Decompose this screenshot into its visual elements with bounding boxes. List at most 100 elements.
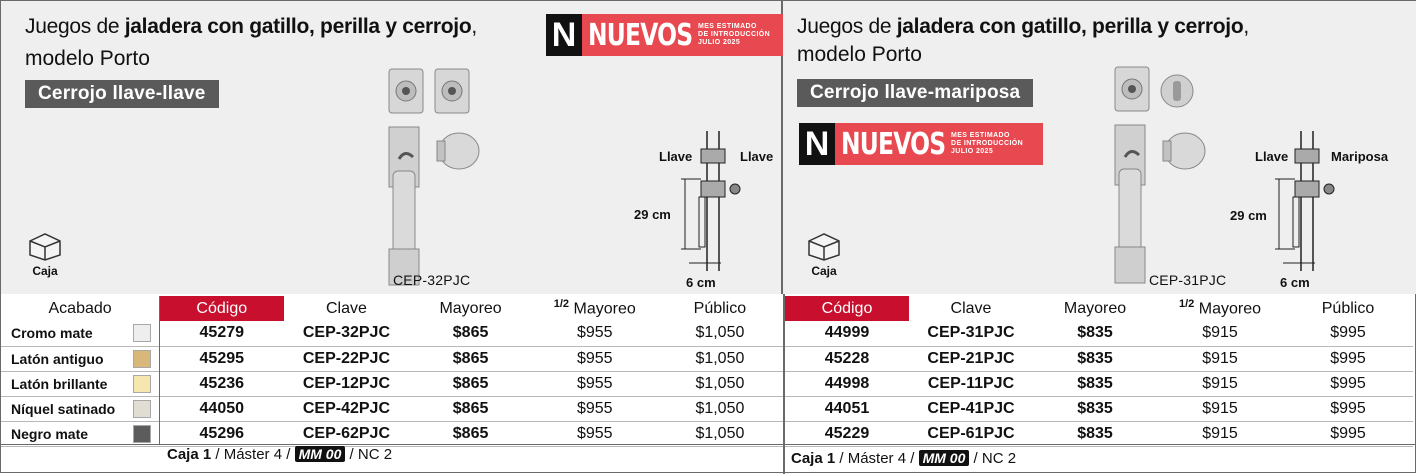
publico-cell: $995 bbox=[1283, 346, 1413, 372]
badge-text: MES ESTIMADO DE INTRODUCCIÓN JULIO 2025 bbox=[951, 132, 1037, 156]
publico-cell: $995 bbox=[1283, 371, 1413, 397]
clave-cell: CEP-61PJC bbox=[909, 421, 1033, 447]
table-row: 44998 CEP-11PJC $835 $915 $995 bbox=[785, 371, 1413, 397]
caja-box-icon bbox=[29, 233, 61, 261]
title-suffix: , bbox=[471, 15, 477, 38]
box-icon: Caja bbox=[20, 231, 70, 278]
medio-mayoreo-cell: $915 bbox=[1157, 346, 1283, 372]
publico-cell: $1,050 bbox=[656, 421, 783, 447]
finish-name: Cromo mate bbox=[11, 325, 93, 342]
medio-mayoreo-cell: $955 bbox=[532, 346, 657, 372]
finish-name: Negro mate bbox=[11, 425, 89, 442]
medio-mayoreo-cell: $915 bbox=[1157, 321, 1283, 347]
table-row: Latón brillante 45236 CEP-12PJC $865 $955 $1,… bbox=[1, 371, 783, 397]
badge-line: MES ESTIMADO bbox=[951, 132, 1010, 139]
finish-swatch bbox=[133, 374, 152, 393]
col-clave: Clave bbox=[325, 299, 367, 317]
medio-mayoreo-cell: $955 bbox=[532, 371, 657, 397]
publico-cell: $995 bbox=[1283, 421, 1413, 447]
product-subtitle: modelo Porto bbox=[797, 43, 922, 66]
publico-cell: $995 bbox=[1283, 396, 1413, 422]
finish-cell: Latón antiguo bbox=[1, 346, 160, 372]
clave-cell: CEP-21PJC bbox=[909, 346, 1033, 372]
dim-right-label: Llave bbox=[740, 149, 774, 164]
product-title: Juegos de jaladera con gatillo, perilla … bbox=[797, 13, 1249, 40]
badge-text: MES ESTIMADO DE INTRODUCCIÓN JULIO 2025 bbox=[698, 23, 784, 47]
mayoreo-cell: $865 bbox=[408, 421, 533, 447]
col-codigo: Código bbox=[785, 296, 909, 321]
clave-cell: CEP-41PJC bbox=[909, 396, 1033, 422]
dim-right-label: Mariposa bbox=[1331, 149, 1389, 164]
footer-mm-badge: MM 00 bbox=[294, 446, 346, 462]
title-prefix: Juegos de bbox=[25, 15, 125, 38]
dim-height: 29 cm bbox=[1230, 208, 1267, 223]
dim-width: 6 cm bbox=[686, 275, 716, 290]
dim-width: 6 cm bbox=[1280, 275, 1310, 290]
badge-letter: N bbox=[546, 14, 582, 56]
half-label: Mayoreo bbox=[573, 300, 636, 318]
right-product-panel: Juegos de jaladera con gatillo, perilla … bbox=[783, 1, 1416, 294]
mayoreo-cell: $835 bbox=[1033, 396, 1157, 422]
footer-nc: / NC 2 bbox=[969, 450, 1017, 467]
codigo-cell: 45229 bbox=[785, 421, 909, 447]
dim-left-label: Llave bbox=[659, 149, 693, 164]
handleset-image bbox=[388, 68, 480, 286]
badge-word: NUEVOS bbox=[588, 17, 693, 53]
half-fraction: 1/2 bbox=[1179, 298, 1195, 311]
codigo-cell: 44050 bbox=[159, 396, 285, 422]
footer-master: / Máster 4 / bbox=[211, 446, 295, 463]
box-label: Caja bbox=[811, 264, 837, 278]
col-mayoreo: Mayoreo bbox=[1063, 299, 1127, 317]
footer-nc: / NC 2 bbox=[345, 446, 393, 463]
left-price-table: Acabado Código Clave Mayoreo 1/2 Mayoreo… bbox=[1, 296, 783, 447]
col-publico: Público bbox=[1321, 299, 1375, 317]
footer-divider bbox=[1, 444, 1416, 445]
box-icon: Caja bbox=[799, 231, 849, 278]
right-footer: Caja 1 / Máster 4 / MM 00 / NC 2 bbox=[791, 450, 1016, 467]
publico-cell: $1,050 bbox=[656, 371, 783, 397]
mayoreo-cell: $835 bbox=[1033, 321, 1157, 347]
clave-cell: CEP-22PJC bbox=[284, 346, 409, 372]
handleset-image bbox=[1114, 66, 1206, 284]
table-row: Níquel satinado 44050 CEP-42PJC $865 $955 $1,… bbox=[1, 396, 783, 422]
footer-mm-badge: MM 00 bbox=[918, 450, 970, 466]
nuevos-badge: N NUEVOS MES ESTIMADO DE INTRODUCCIÓN JU… bbox=[799, 123, 1043, 165]
finish-cell: Negro mate bbox=[1, 421, 160, 447]
mayoreo-cell: $865 bbox=[408, 396, 533, 422]
variant-label: Cerrojo llave-mariposa bbox=[797, 79, 1034, 107]
title-prefix: Juegos de bbox=[797, 15, 897, 38]
codigo-cell: 44998 bbox=[785, 371, 909, 397]
panel-divider bbox=[783, 294, 785, 474]
box-label: Caja bbox=[32, 264, 58, 278]
finish-swatch bbox=[133, 399, 152, 418]
table-row: 44051 CEP-41PJC $835 $915 $995 bbox=[785, 396, 1413, 422]
badge-line: DE INTRODUCCIÓN bbox=[951, 140, 1024, 147]
right-price-table: Código Clave Mayoreo 1/2 Mayoreo Público… bbox=[785, 296, 1413, 447]
finish-swatch bbox=[133, 349, 152, 368]
dim-height: 29 cm bbox=[634, 207, 671, 222]
codigo-cell: 44051 bbox=[785, 396, 909, 422]
mayoreo-cell: $865 bbox=[408, 346, 533, 372]
medio-mayoreo-cell: $915 bbox=[1157, 396, 1283, 422]
title-suffix: , bbox=[1243, 15, 1249, 38]
title-bold: jaladera con gatillo, perilla y cerrojo bbox=[124, 15, 472, 38]
left-footer: Caja 1 / Máster 4 / MM 00 / NC 2 bbox=[167, 446, 392, 463]
caja-box-icon bbox=[808, 233, 840, 261]
medio-mayoreo-cell: $955 bbox=[532, 421, 657, 447]
col-codigo: Código bbox=[159, 296, 285, 321]
badge-body: NUEVOS MES ESTIMADO DE INTRODUCCIÓN JULI… bbox=[582, 14, 790, 56]
table-row: Negro mate 45296 CEP-62PJC $865 $955 $1,050 bbox=[1, 421, 783, 447]
mayoreo-cell: $865 bbox=[408, 371, 533, 397]
mayoreo-cell: $835 bbox=[1033, 346, 1157, 372]
finish-swatch bbox=[133, 424, 152, 443]
publico-cell: $1,050 bbox=[656, 346, 783, 372]
finish-cell: Níquel satinado bbox=[1, 396, 160, 422]
codigo-cell: 45295 bbox=[159, 346, 285, 372]
dimension-diagram bbox=[681, 131, 741, 271]
product-subtitle: modelo Porto bbox=[25, 47, 150, 70]
footer-caja: Caja 1 bbox=[167, 446, 212, 463]
clave-cell: CEP-31PJC bbox=[909, 321, 1033, 347]
dimension-diagram bbox=[1275, 131, 1335, 271]
table-row: 45229 CEP-61PJC $835 $915 $995 bbox=[785, 421, 1413, 447]
left-product-panel: Juegos de jaladera con gatillo, perilla … bbox=[1, 1, 790, 294]
